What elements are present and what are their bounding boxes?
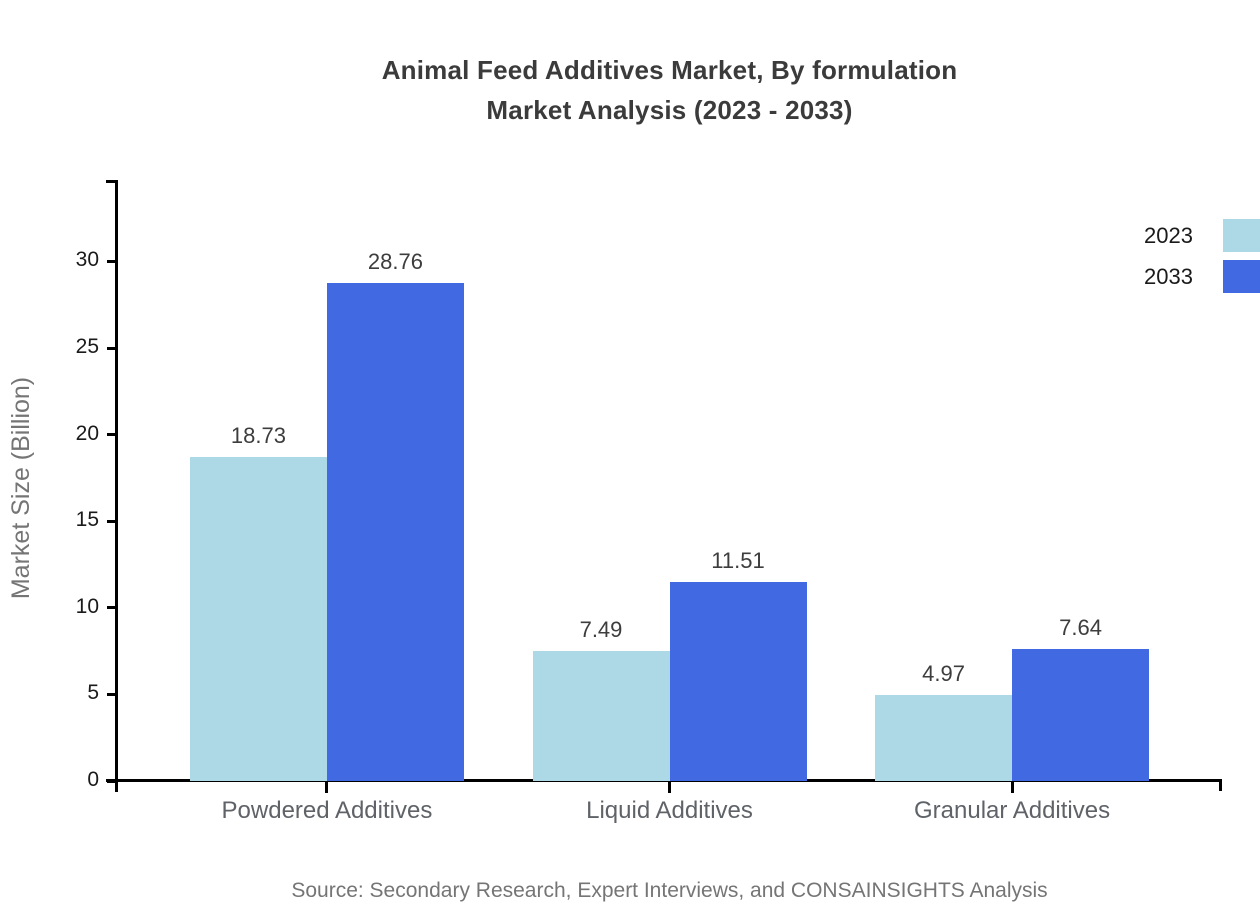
plot-area: 18.73 28.76 7.49 11.51 4.97 7.64 bbox=[117, 180, 1222, 781]
legend: 2023 2033 bbox=[1144, 219, 1260, 301]
y-tick-mark bbox=[107, 259, 117, 263]
x-category-label: Granular Additives bbox=[913, 797, 1111, 824]
y-tick-label: 25 bbox=[75, 335, 99, 358]
bar-2033-granular-additives bbox=[1012, 648, 1150, 781]
legend-label: 2033 bbox=[1144, 263, 1193, 289]
chart-title: Animal Feed Additives Market, By formula… bbox=[117, 50, 1222, 130]
y-tick-mark bbox=[107, 433, 117, 437]
y-tick-mark bbox=[107, 346, 117, 350]
chart-title-line2: Market Analysis (2023 - 2033) bbox=[486, 95, 853, 125]
x-axis-end-cap bbox=[1219, 779, 1222, 791]
legend-color-swatch bbox=[1223, 219, 1260, 252]
legend-color-swatch bbox=[1223, 260, 1260, 293]
y-tick-mark bbox=[107, 692, 117, 696]
bar-2023-granular-additives bbox=[875, 694, 1013, 781]
bar-value-label: 4.97 bbox=[922, 660, 965, 686]
bar-2023-powdered-additives bbox=[189, 456, 327, 781]
y-tick-label: 20 bbox=[75, 421, 99, 445]
y-tick-mark bbox=[107, 519, 117, 523]
bar-value-label: 11.51 bbox=[711, 547, 765, 573]
y-tick-mark bbox=[107, 779, 117, 783]
y-tick-mark bbox=[107, 606, 117, 610]
legend-item-2023: 2023 bbox=[1144, 219, 1260, 252]
x-category-label: Liquid Additives bbox=[586, 797, 753, 824]
y-axis-spine bbox=[115, 180, 118, 792]
y-tick-label: 10 bbox=[75, 594, 99, 618]
bar-value-label: 28.76 bbox=[367, 248, 423, 274]
bar-value-label: 18.73 bbox=[230, 422, 286, 448]
x-tick-mark bbox=[325, 782, 329, 793]
legend-label: 2023 bbox=[1144, 222, 1193, 248]
legend-item-2033: 2033 bbox=[1144, 260, 1260, 293]
bar-2033-powdered-additives bbox=[326, 282, 464, 781]
source-note: Source: Secondary Research, Expert Inter… bbox=[291, 879, 1048, 902]
y-axis-end-cap bbox=[106, 180, 118, 183]
y-tick-label: 30 bbox=[75, 248, 99, 272]
bar-2033-liquid-additives bbox=[669, 581, 807, 781]
bar-value-label: 7.49 bbox=[579, 617, 623, 643]
y-tick-label: 15 bbox=[75, 508, 99, 532]
x-tick-mark bbox=[1010, 782, 1014, 793]
bar-2023-liquid-additives bbox=[532, 651, 670, 781]
x-category-label: Powdered Additives bbox=[221, 797, 433, 824]
chart-title-line1: Animal Feed Additives Market, By formula… bbox=[381, 55, 958, 85]
y-tick-label: 0 bbox=[87, 768, 99, 791]
x-tick-mark bbox=[668, 782, 671, 793]
bar-value-label: 7.64 bbox=[1059, 614, 1102, 640]
y-tick-label: 5 bbox=[87, 681, 99, 705]
